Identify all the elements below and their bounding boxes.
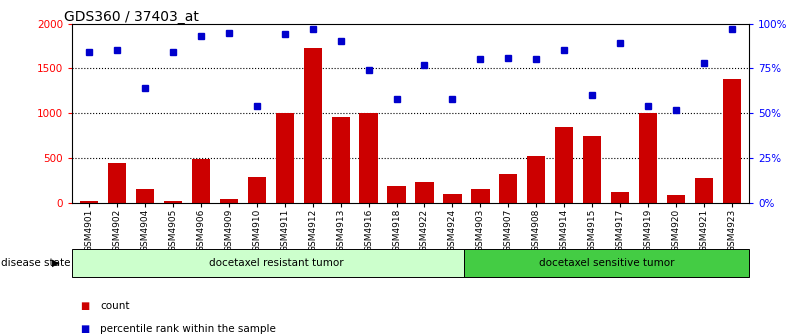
- Bar: [555, 127, 574, 203]
- Text: percentile rank within the sample: percentile rank within the sample: [100, 324, 276, 334]
- Text: disease state: disease state: [1, 258, 70, 268]
- Text: ■: ■: [80, 301, 90, 311]
- Bar: [611, 192, 630, 203]
- Bar: [219, 199, 238, 203]
- Bar: [499, 174, 517, 203]
- Text: docetaxel resistant tumor: docetaxel resistant tumor: [209, 258, 344, 268]
- Bar: [695, 178, 713, 203]
- Bar: [471, 190, 489, 203]
- Bar: [191, 159, 210, 203]
- Bar: [360, 114, 377, 203]
- Bar: [639, 114, 658, 203]
- Text: GDS360 / 37403_at: GDS360 / 37403_at: [64, 10, 199, 24]
- Bar: [444, 194, 461, 203]
- Bar: [163, 202, 182, 203]
- Bar: [416, 182, 433, 203]
- Bar: [667, 195, 686, 203]
- Bar: [583, 136, 602, 203]
- Bar: [135, 190, 154, 203]
- Text: ▶: ▶: [52, 258, 59, 268]
- Bar: [464, 249, 749, 277]
- Bar: [248, 177, 266, 203]
- Text: ■: ■: [80, 324, 90, 334]
- Bar: [723, 79, 741, 203]
- Bar: [304, 48, 322, 203]
- Bar: [332, 117, 350, 203]
- Bar: [80, 201, 98, 203]
- Bar: [527, 156, 545, 203]
- Text: docetaxel sensitive tumor: docetaxel sensitive tumor: [538, 258, 674, 268]
- Bar: [276, 114, 294, 203]
- Text: count: count: [100, 301, 130, 311]
- Bar: [72, 249, 464, 277]
- Bar: [388, 186, 405, 203]
- Bar: [108, 163, 126, 203]
